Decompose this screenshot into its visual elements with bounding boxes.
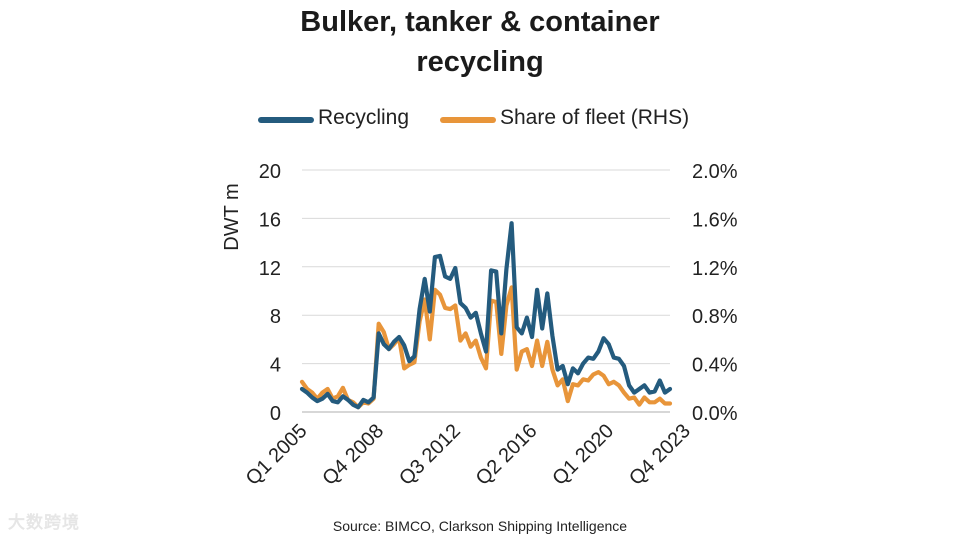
chart-title: Bulker, tanker & container recycling: [0, 2, 960, 82]
y-tick-label: 16: [259, 209, 281, 231]
x-tick-label: Q3 2012: [395, 420, 465, 490]
chart-title-line-2: recycling: [416, 46, 544, 78]
y-tick-label: 4: [270, 355, 281, 377]
chart-title-line-1: Bulker, tanker & container: [300, 6, 660, 38]
x-tick-label: Q1 2020: [548, 420, 618, 490]
x-tick-label: Q4 2008: [318, 420, 388, 490]
legend-swatch-share-of-fleet: [440, 117, 496, 123]
y-tick-label: 12: [259, 258, 281, 280]
y-tick-label: 20: [259, 161, 281, 183]
series-line-recycling: [299, 221, 673, 410]
legend-label-recycling: Recycling: [318, 106, 410, 129]
y2-tick-label: 0.4%: [692, 355, 738, 377]
legend-label-share-of-fleet: Share of fleet (RHS): [500, 106, 690, 129]
x-tick-label: Q2 2016: [472, 420, 542, 490]
y2-tick-label: 0.0%: [692, 403, 738, 425]
source-note: Source: BIMCO, Clarkson Shipping Intelli…: [332, 518, 628, 534]
x-tick-label: Q4 2023: [625, 420, 695, 490]
y-axis-title: DWT m: [221, 183, 243, 250]
line-chart: 0 0.0% 4 0.4% 8 0.8% 12 1.2% 16 1.6% 20 2.0% DWT m Q1…: [221, 161, 738, 490]
x-tick-label: Q1 2005: [242, 420, 312, 490]
y2-tick-label: 0.8%: [692, 306, 738, 328]
y2-tick-label: 2.0%: [692, 161, 738, 183]
gridlines: [302, 169, 670, 365]
series-layer: [299, 221, 673, 410]
y-tick-label: 0: [270, 403, 281, 425]
legend-swatch-recycling: [258, 117, 314, 123]
y-tick-label: 8: [270, 306, 281, 328]
chart-legend: Recycling Share of fleet (RHS): [0, 104, 960, 134]
y2-tick-label: 1.6%: [692, 209, 738, 231]
watermark: 大数跨境: [8, 513, 80, 532]
y2-tick-label: 1.2%: [692, 258, 738, 280]
